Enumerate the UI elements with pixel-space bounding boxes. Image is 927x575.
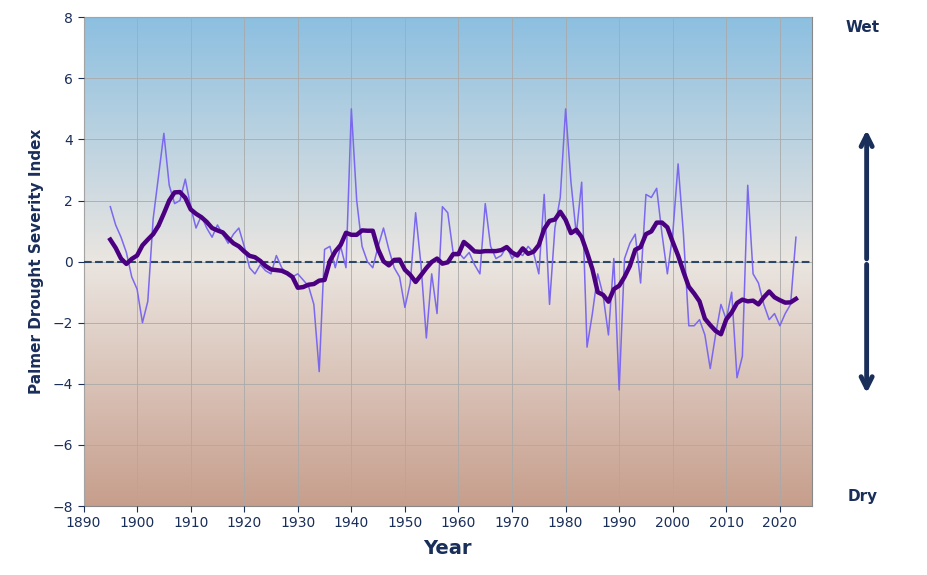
Y-axis label: Palmer Drought Severity Index: Palmer Drought Severity Index [30,129,44,394]
X-axis label: Year: Year [423,539,472,558]
Text: Dry: Dry [847,489,877,504]
Text: Wet: Wet [845,20,879,34]
